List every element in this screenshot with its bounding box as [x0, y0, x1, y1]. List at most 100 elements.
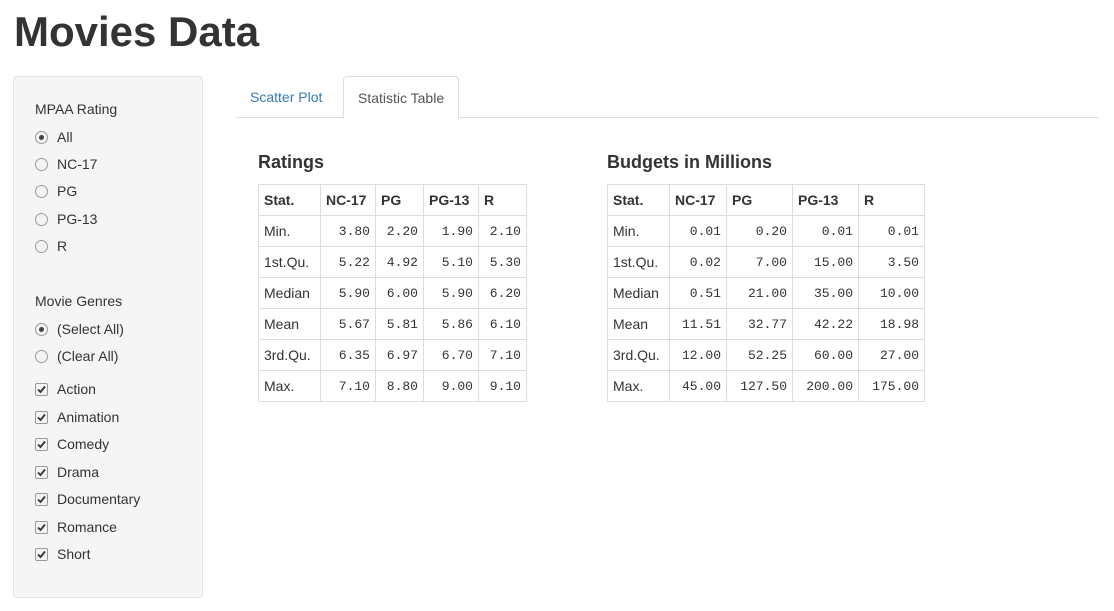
table-row: Median 5.90 6.00 5.90 6.20 [258, 277, 527, 309]
column-header: R [478, 184, 527, 216]
value-cell: 6.20 [478, 277, 527, 309]
radio-icon[interactable] [35, 184, 48, 198]
value-cell: 5.90 [423, 277, 479, 309]
page-title: Movies Data [14, 8, 260, 55]
mpaa-option-label: PG-13 [57, 211, 98, 227]
mpaa-option-r[interactable]: R [35, 236, 67, 256]
column-header: PG-13 [792, 184, 859, 216]
genres-select-all[interactable]: (Select All) [35, 319, 124, 339]
table-row: Mean 5.67 5.81 5.86 6.10 [258, 308, 527, 340]
radio-icon[interactable] [35, 130, 48, 144]
radio-icon[interactable] [35, 239, 48, 253]
value-cell: 127.50 [726, 370, 793, 402]
value-cell: 12.00 [669, 339, 727, 371]
genre-label: Documentary [57, 491, 141, 507]
budgets-table: Stat. NC-17 PG PG-13 R Min. 0.01 0.20 0.… [607, 184, 925, 402]
tab-statistic-table[interactable]: Statistic Table [343, 76, 460, 119]
stat-label-cell: Min. [607, 215, 670, 247]
value-cell: 7.10 [478, 339, 527, 371]
checkbox-checked-icon[interactable] [35, 492, 48, 506]
mpaa-option-all[interactable]: All [35, 127, 73, 147]
value-cell: 0.20 [726, 215, 793, 247]
mpaa-option-pg13[interactable]: PG-13 [35, 209, 97, 229]
mpaa-option-pg[interactable]: PG [35, 181, 77, 201]
mpaa-rating-label: MPAA Rating [35, 101, 118, 117]
value-cell: 0.01 [858, 215, 925, 247]
ratings-table-title: Ratings [258, 152, 325, 172]
radio-icon[interactable] [35, 349, 48, 363]
mpaa-option-label: R [57, 238, 68, 254]
genre-checkbox-short[interactable]: Short [35, 544, 90, 564]
stat-label-cell: Mean [258, 308, 321, 340]
checkbox-checked-icon[interactable] [35, 437, 48, 451]
stat-label-cell: 3rd.Qu. [258, 339, 321, 371]
value-cell: 0.01 [792, 215, 859, 247]
value-cell: 6.35 [320, 339, 376, 371]
column-header: Stat. [607, 184, 670, 216]
checkbox-checked-icon[interactable] [35, 410, 48, 424]
genre-checkbox-action[interactable]: Action [35, 379, 96, 399]
table-row: 1st.Qu. 5.22 4.92 5.10 5.30 [258, 246, 527, 278]
sidebar-panel: MPAA Rating All NC-17 PG PG-13 R Movie G… [13, 76, 203, 598]
genre-label: Animation [57, 409, 120, 425]
value-cell: 1.90 [423, 215, 479, 247]
mpaa-option-nc17[interactable]: NC-17 [35, 154, 97, 174]
radio-icon[interactable] [35, 322, 48, 336]
table-row: Min. 3.80 2.20 1.90 2.10 [258, 215, 527, 247]
value-cell: 5.10 [423, 246, 479, 278]
value-cell: 21.00 [726, 277, 793, 309]
column-header: PG [726, 184, 793, 216]
table-row: Median 0.51 21.00 35.00 10.00 [607, 277, 925, 309]
table-row: 3rd.Qu. 6.35 6.97 6.70 7.10 [258, 339, 527, 371]
stat-label-cell: Median [258, 277, 321, 309]
value-cell: 11.51 [669, 308, 727, 340]
stat-label-cell: Mean [607, 308, 670, 340]
column-header: NC-17 [320, 184, 376, 216]
genre-label: Comedy [57, 436, 110, 452]
value-cell: 15.00 [792, 246, 859, 278]
column-header: PG [375, 184, 424, 216]
genre-checkbox-animation[interactable]: Animation [35, 407, 119, 427]
radio-icon[interactable] [35, 157, 48, 171]
value-cell: 5.30 [478, 246, 527, 278]
value-cell: 5.90 [320, 277, 376, 309]
checkbox-checked-icon[interactable] [35, 520, 48, 534]
value-cell: 6.10 [478, 308, 527, 340]
stat-label-cell: Min. [258, 215, 321, 247]
value-cell: 2.20 [375, 215, 424, 247]
value-cell: 42.22 [792, 308, 859, 340]
checkbox-checked-icon[interactable] [35, 547, 48, 561]
table-row: Min. 0.01 0.20 0.01 0.01 [607, 215, 925, 247]
genre-checkbox-romance[interactable]: Romance [35, 517, 117, 537]
tab-bar: Scatter Plot Statistic Table [236, 76, 1098, 119]
column-header: Stat. [258, 184, 321, 216]
stat-label-cell: 3rd.Qu. [607, 339, 670, 371]
table-row: 3rd.Qu. 12.00 52.25 60.00 27.00 [607, 339, 925, 371]
value-cell: 0.01 [669, 215, 727, 247]
stat-label-cell: 1st.Qu. [607, 246, 670, 278]
checkbox-checked-icon[interactable] [35, 382, 48, 396]
tab-scatter-plot[interactable]: Scatter Plot [250, 89, 323, 105]
genre-label: Drama [57, 464, 100, 480]
column-header: NC-17 [669, 184, 727, 216]
stat-label-cell: Median [607, 277, 670, 309]
value-cell: 3.50 [858, 246, 925, 278]
genres-radio-label: (Clear All) [57, 348, 119, 364]
value-cell: 6.97 [375, 339, 424, 371]
value-cell: 2.10 [478, 215, 527, 247]
value-cell: 7.00 [726, 246, 793, 278]
value-cell: 9.10 [478, 370, 527, 402]
checkbox-checked-icon[interactable] [35, 465, 48, 479]
genre-checkbox-comedy[interactable]: Comedy [35, 434, 109, 454]
genre-checkbox-documentary[interactable]: Documentary [35, 489, 140, 509]
value-cell: 10.00 [858, 277, 925, 309]
table-row: Max. 45.00 127.50 200.00 175.00 [607, 370, 925, 402]
value-cell: 5.22 [320, 246, 376, 278]
radio-icon[interactable] [35, 212, 48, 226]
budgets-table-title: Budgets in Millions [607, 152, 772, 172]
mpaa-option-label: PG [57, 183, 78, 199]
table-row: Max. 7.10 8.80 9.00 9.10 [258, 370, 527, 402]
genre-checkbox-drama[interactable]: Drama [35, 462, 99, 482]
mpaa-option-label: NC-17 [57, 156, 98, 172]
genres-clear-all[interactable]: (Clear All) [35, 346, 118, 366]
